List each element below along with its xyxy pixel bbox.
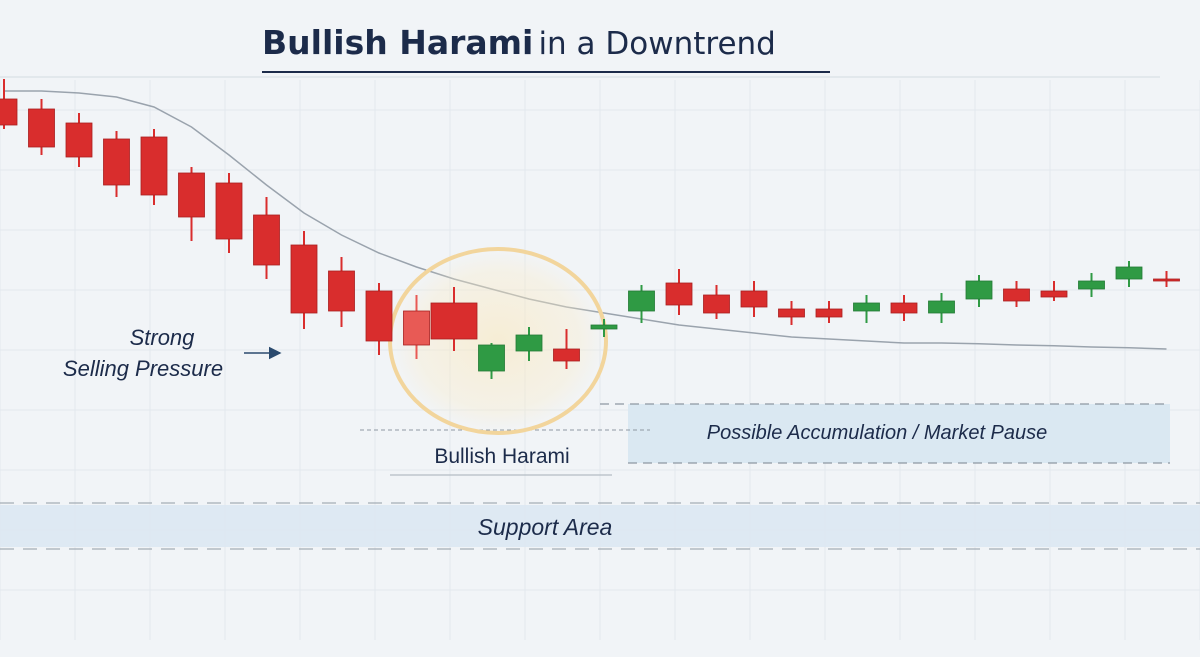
candle (103, 131, 130, 197)
support-label: Support Area (478, 514, 613, 540)
candle-harami (430, 287, 478, 351)
selling-pressure-line2: Selling Pressure (63, 356, 223, 381)
candle (703, 285, 730, 319)
candle-body-bearish (1153, 278, 1180, 282)
harami-highlight-glow (390, 249, 606, 433)
candle (215, 173, 243, 253)
accumulation-zone (628, 404, 1170, 463)
candle (965, 275, 993, 307)
candle-body-bearish (403, 310, 430, 346)
candle (853, 295, 880, 323)
candle (1040, 281, 1068, 301)
candle-body-bullish (590, 324, 618, 330)
candle-body-bullish (1078, 280, 1105, 290)
candle (403, 295, 430, 359)
candles-group (0, 79, 1180, 379)
candle (665, 269, 693, 315)
title-rest: in a Downtrend (538, 26, 776, 62)
candle (253, 197, 280, 279)
candle-body-bearish (815, 308, 843, 318)
candle-body-bearish (365, 290, 393, 342)
title-bold: Bullish Harami (262, 23, 534, 62)
candle-body-bearish (0, 98, 18, 126)
selling-pressure-line1: Strong (130, 325, 196, 350)
candle (328, 257, 355, 327)
candle (590, 319, 618, 337)
candle (290, 231, 318, 329)
candle-body-bearish (1040, 290, 1068, 298)
candle-body-bearish (1003, 288, 1030, 302)
candle (1003, 281, 1030, 307)
candle (740, 281, 768, 317)
candle-body-bullish (1115, 266, 1143, 280)
accumulation-label: Possible Accumulation / Market Pause (707, 422, 1048, 444)
candle (553, 329, 580, 369)
candle-body-bearish (103, 138, 130, 186)
candle-body-bearish (28, 108, 55, 148)
candle (1153, 271, 1180, 287)
candle (890, 295, 918, 321)
candle (140, 129, 168, 205)
candle-body-bearish (703, 294, 730, 314)
support-zone (0, 505, 1200, 547)
candle-body-bearish (778, 308, 805, 318)
candle (928, 293, 955, 323)
candle-body-bearish (328, 270, 355, 312)
candle (515, 327, 543, 361)
candle (778, 301, 805, 325)
candle-body-bearish (890, 302, 918, 314)
candle (28, 99, 55, 155)
candle (815, 301, 843, 323)
candle-body-bearish (553, 348, 580, 362)
candle (365, 283, 393, 355)
candle-body-bearish (740, 290, 768, 308)
candle (65, 113, 93, 167)
candle (178, 167, 205, 241)
chart-title: Bullish Harami in a Downtrend (262, 26, 776, 60)
candle-body-bullish (965, 280, 993, 300)
candle-body-bearish (178, 172, 205, 218)
candle (628, 285, 655, 323)
candle-body-bearish (253, 214, 280, 266)
candle-body-bearish (215, 182, 243, 240)
candle-body-bullish (928, 300, 955, 314)
candle-body-bullish (478, 344, 505, 372)
candle-body-bearish (65, 122, 93, 158)
title-underline (262, 71, 830, 73)
candle-body-bearish (665, 282, 693, 306)
candle-body-bearish (290, 244, 318, 314)
candle-body-bullish (628, 290, 655, 312)
candle (1078, 273, 1105, 297)
candle-body-bullish (853, 302, 880, 312)
candle-harami (478, 343, 505, 379)
harami-label: Bullish Harami (434, 445, 569, 468)
candle-body-bullish (515, 334, 543, 352)
candle (1115, 261, 1143, 287)
candle-body-bearish (140, 136, 168, 196)
candle (0, 79, 18, 129)
candle-body-bearish (430, 302, 478, 340)
